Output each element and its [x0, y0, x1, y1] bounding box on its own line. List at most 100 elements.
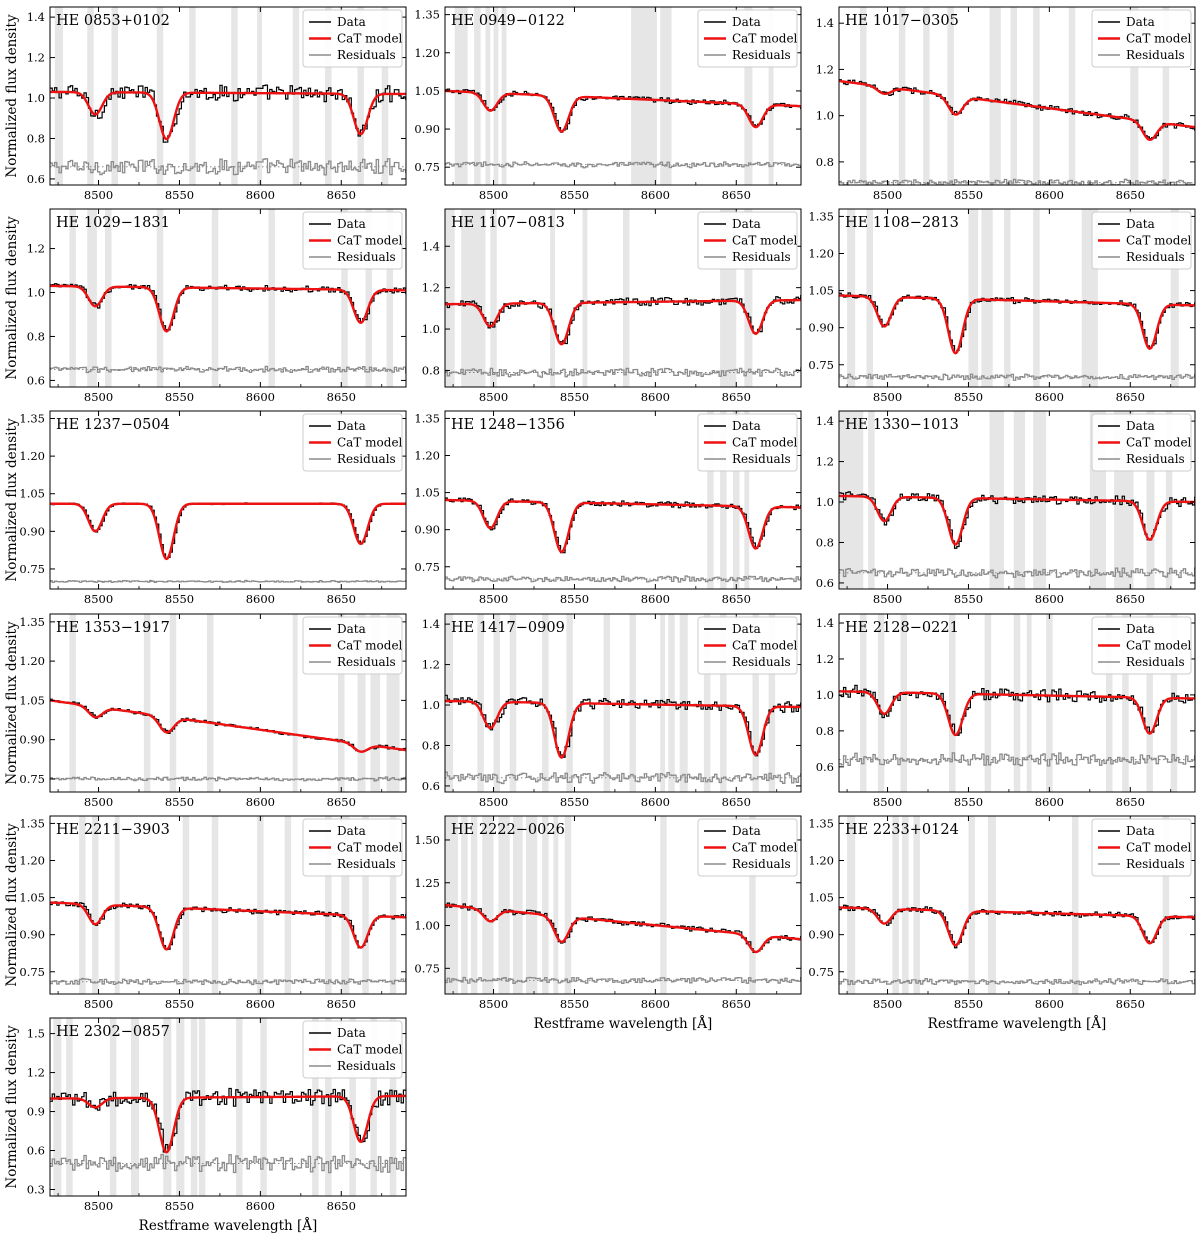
panel-title: HE 2233+0124 — [845, 822, 959, 838]
legend-label: CaT model — [337, 1043, 403, 1057]
legend-label: Data — [337, 622, 366, 636]
mask-region — [1033, 209, 1040, 387]
y-tick-label: 0.6 — [27, 373, 45, 387]
mask-region — [190, 1018, 198, 1196]
x-tick-label: 8550 — [560, 795, 589, 809]
legend-label: CaT model — [1126, 234, 1192, 248]
panel-title: HE 1330−1013 — [845, 417, 959, 433]
x-tick-label: 8600 — [1035, 592, 1064, 606]
mask-region — [1026, 614, 1032, 792]
x-tick-label: 8650 — [327, 997, 356, 1011]
legend-label: CaT model — [732, 234, 798, 248]
mask-region — [338, 614, 345, 792]
legend-label: CaT model — [337, 32, 403, 46]
mask-region — [87, 209, 97, 387]
mask-region — [284, 816, 292, 994]
legend-label: Residuals — [732, 452, 791, 466]
mask-region — [707, 411, 714, 589]
mask-region — [389, 816, 397, 994]
panel-title: HE 1108−2813 — [845, 215, 959, 231]
mask-region — [236, 1018, 243, 1196]
x-tick-label: 8600 — [246, 1199, 275, 1213]
mask-region — [163, 1018, 172, 1196]
y-tick-label: 0.90 — [19, 928, 45, 942]
y-tick-label: 1.0 — [816, 495, 834, 509]
y-tick-label: 0.75 — [19, 965, 45, 979]
legend-label: Residuals — [337, 48, 396, 62]
panel-title: HE 2128−0221 — [845, 620, 959, 636]
x-tick-label: 8500 — [873, 997, 902, 1011]
y-tick-label: 0.6 — [27, 172, 45, 186]
mask-region — [325, 1018, 332, 1196]
legend-label: CaT model — [1126, 639, 1192, 653]
y-tick-label: 0.90 — [414, 122, 440, 136]
legend-label: Residuals — [1126, 655, 1185, 669]
y-tick-label: 0.8 — [816, 155, 834, 169]
residuals-series — [445, 771, 801, 785]
y-tick-label: 0.90 — [808, 321, 834, 335]
legend-label: CaT model — [1126, 32, 1192, 46]
legend — [1091, 413, 1192, 472]
model-series — [50, 699, 406, 753]
mask-region — [744, 209, 753, 387]
x-axis-label: Restframe wavelength [Å] — [139, 1218, 318, 1234]
y-tick-label: 0.75 — [808, 965, 834, 979]
legend-label: Residuals — [732, 48, 791, 62]
y-tick-label: 0.75 — [414, 961, 440, 975]
legend — [302, 1020, 403, 1079]
mask-region — [257, 7, 262, 185]
mask-region — [1146, 614, 1153, 792]
plot-area — [50, 209, 406, 387]
panel: 8500 8550 8600 8650 0.6 0.8 1.0 1.2 1.4 HE 2128−0… — [816, 613, 1196, 809]
y-tick-label: 1.35 — [808, 209, 834, 223]
legend-label: Data — [1126, 217, 1155, 231]
mask-region — [325, 816, 332, 994]
y-tick-label: 1.35 — [19, 615, 45, 629]
legend-label: Data — [337, 824, 366, 838]
mask-region — [231, 7, 238, 185]
mask-region — [981, 209, 993, 387]
model-series — [50, 502, 406, 561]
x-axis-label: Restframe wavelength [Å] — [928, 1016, 1107, 1032]
panel-title: HE 0853+0102 — [56, 13, 170, 29]
mask-region — [989, 411, 1005, 589]
mask-region — [900, 614, 907, 792]
plot-area — [445, 816, 801, 994]
y-tick-label: 1.20 — [19, 854, 45, 868]
x-tick-label: 8650 — [722, 390, 751, 404]
mask-region — [744, 7, 753, 185]
y-tick-label: 1.4 — [816, 616, 834, 630]
legend — [302, 616, 403, 675]
y-tick-label: 1.2 — [27, 51, 45, 65]
y-tick-label: 1.05 — [19, 891, 45, 905]
mask-region — [381, 7, 389, 185]
legend — [302, 211, 403, 270]
y-tick-label: 1.35 — [19, 816, 45, 830]
mask-region — [542, 614, 549, 792]
axes-frame — [444, 613, 802, 793]
panel: 8500 8550 8600 8650 0.6 0.8 1.0 1.2 1.4 HE 1417−0… — [422, 613, 802, 809]
y-tick-label: 1.2 — [816, 652, 834, 666]
y-tick-label: 1.2 — [816, 62, 834, 76]
residuals-series — [839, 373, 1195, 381]
axes-frame — [838, 410, 1196, 590]
legend-label: CaT model — [732, 436, 798, 450]
residuals-series — [50, 158, 406, 176]
mask-region — [268, 209, 275, 387]
y-axis-label: Normalized flux density — [4, 216, 20, 380]
panel-title: HE 1107−0813 — [451, 215, 565, 231]
panel-title: HE 1237−0504 — [56, 417, 170, 433]
mask-region — [1068, 7, 1076, 185]
mask-region — [211, 816, 219, 994]
mask-region — [1146, 411, 1155, 589]
mask-region — [564, 816, 572, 994]
y-axis-label: Normalized flux density — [4, 621, 20, 785]
mask-region — [512, 816, 523, 994]
y-tick-label: 1.5 — [27, 1027, 45, 1041]
y-tick-label: 1.20 — [19, 654, 45, 668]
axes-frame — [49, 6, 407, 186]
y-tick-label: 1.4 — [422, 239, 440, 253]
panel: 8500 8550 8600 8650 0.6 0.8 1.0 1.2 1.4 HE 0853+0… — [4, 6, 407, 202]
plot-area — [839, 816, 1195, 994]
plot-area — [839, 411, 1195, 589]
